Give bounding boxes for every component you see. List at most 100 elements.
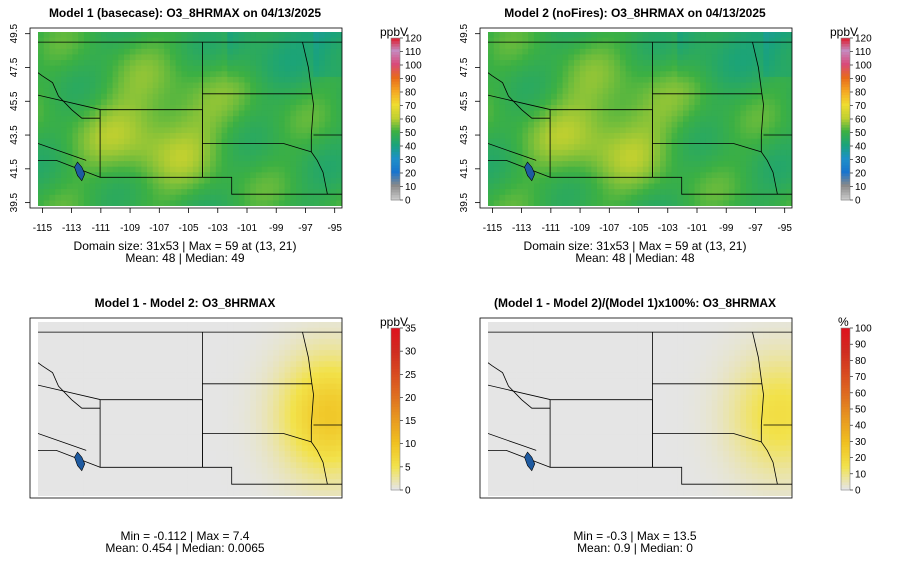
colorbar-swatch	[841, 54, 850, 58]
colorbar-swatch	[391, 62, 400, 66]
colorbar-swatch	[391, 444, 400, 448]
colorbar-swatch	[841, 382, 850, 386]
colorbar-swatch	[841, 473, 850, 477]
colorbar-tick-label: 120	[405, 34, 422, 45]
colorbar-swatch	[391, 411, 400, 415]
colorbar-swatch	[391, 328, 400, 332]
colorbar-swatch	[841, 194, 850, 198]
map-plot: 0 10 20 30 40 50 60 70 80 90 100	[479, 317, 872, 499]
colorbar-swatch	[841, 127, 850, 131]
colorbar-swatch	[391, 352, 400, 356]
colorbar-swatch	[841, 368, 850, 372]
state-border	[488, 384, 551, 401]
colorbar-swatch	[391, 121, 400, 125]
colorbar-swatch	[841, 140, 850, 144]
colorbar-swatch	[391, 341, 400, 345]
stats-line-2: Mean: 48 | Median: 48	[575, 251, 695, 265]
colorbar-swatch	[841, 471, 850, 475]
colorbar-tick-label: 0	[855, 486, 861, 497]
colorbar-tick-label: 100	[855, 324, 872, 335]
colorbar-swatch	[391, 427, 400, 432]
colorbar-swatch	[841, 400, 850, 405]
panel-model1: Model 1 (basecase): O3_8HRMAX on 04/13/2…	[0, 0, 450, 289]
state-border	[652, 176, 792, 195]
colorbar-swatch	[841, 143, 850, 147]
colorbar-unit: ppbV	[380, 315, 409, 329]
colorbar-swatch	[391, 105, 400, 109]
plot-frame	[29, 317, 343, 499]
colorbar-swatch	[391, 73, 400, 77]
state-border	[752, 332, 778, 485]
y-tick-label: 39.5	[459, 192, 470, 212]
colorbar-swatch	[841, 132, 850, 136]
colorbar-swatch	[391, 436, 400, 440]
panel-title: (Model 1 - Model 2)/(Model 1)x100%: O3_8…	[493, 296, 777, 310]
panel-percent-difference: (Model 1 - Model 2)/(Model 1)x100%: O3_8…	[450, 290, 900, 579]
colorbar-swatch	[841, 387, 850, 391]
colorbar-swatch	[841, 454, 850, 459]
colorbar-swatch	[391, 89, 400, 93]
colorbar-swatch	[391, 368, 400, 372]
lake	[74, 451, 86, 472]
colorbar-swatch	[391, 373, 400, 378]
colorbar-tick-label: 60	[405, 115, 417, 126]
colorbar-swatch	[391, 170, 400, 174]
colorbar-swatch	[841, 75, 850, 79]
colorbar-swatch	[841, 452, 850, 456]
colorbar-tick-label: 110	[405, 47, 421, 58]
colorbar-swatch	[841, 344, 850, 348]
colorbar-tick-label: 60	[855, 115, 867, 126]
y-tick-label: 41.5	[9, 159, 20, 179]
colorbar-swatch	[391, 78, 400, 82]
colorbar-swatch	[841, 422, 850, 426]
colorbar-swatch	[391, 143, 400, 147]
x-tick-label: -103	[658, 223, 678, 234]
stats-line-2: Mean: 0.454 | Median: 0.0065	[105, 541, 265, 555]
colorbar-swatch	[841, 156, 850, 160]
colorbar-swatch	[841, 484, 850, 488]
colorbar-swatch	[841, 406, 850, 410]
colorbar-swatch	[841, 173, 850, 177]
colorbar-swatch	[841, 330, 850, 334]
colorbar-swatch	[841, 349, 850, 353]
colorbar-swatch	[841, 92, 850, 96]
y-tick-label: 45.5	[459, 91, 470, 111]
colorbar-swatch	[391, 479, 400, 483]
colorbar-swatch	[391, 65, 400, 69]
colorbar-swatch	[391, 452, 400, 456]
colorbar-swatch	[391, 465, 400, 469]
colorbar-swatch	[391, 132, 400, 136]
colorbar-swatch	[391, 40, 400, 44]
colorbar-tick-label: 100	[855, 61, 872, 72]
state-border	[202, 433, 312, 443]
colorbar-tick-label: 20	[855, 453, 867, 464]
colorbar-swatch	[841, 463, 850, 467]
colorbar-swatch	[841, 479, 850, 483]
colorbar-swatch	[841, 191, 850, 196]
colorbar-swatch	[391, 357, 400, 361]
colorbar-tick-label: 0	[855, 196, 861, 207]
colorbar-swatch	[391, 371, 400, 375]
colorbar-swatch	[841, 363, 850, 367]
colorbar-swatch	[841, 46, 850, 50]
y-tick-label: 43.5	[459, 125, 470, 145]
heatmap-cells	[38, 322, 342, 496]
colorbar-swatch	[841, 189, 850, 193]
colorbar-swatch	[841, 403, 850, 407]
colorbar-swatch	[841, 81, 850, 85]
colorbar-swatch	[841, 102, 850, 106]
state-border	[302, 332, 328, 485]
colorbar-swatch	[841, 371, 850, 375]
y-tick-label: 49.5	[459, 24, 470, 44]
stats-line-1: Domain size: 31x53 | Max = 59 at (13, 21…	[523, 239, 747, 253]
colorbar-tick-label: 40	[855, 421, 867, 432]
colorbar-swatch	[391, 83, 400, 88]
state-borders	[488, 41, 792, 195]
colorbar-tick-label: 40	[405, 142, 417, 153]
x-tick-label: -103	[208, 223, 228, 234]
x-tick-label: -115	[33, 223, 53, 234]
colorbar-swatch	[391, 183, 400, 187]
colorbar-swatch	[391, 376, 400, 380]
colorbar-swatch	[391, 481, 400, 486]
colorbar-swatch	[841, 175, 850, 179]
